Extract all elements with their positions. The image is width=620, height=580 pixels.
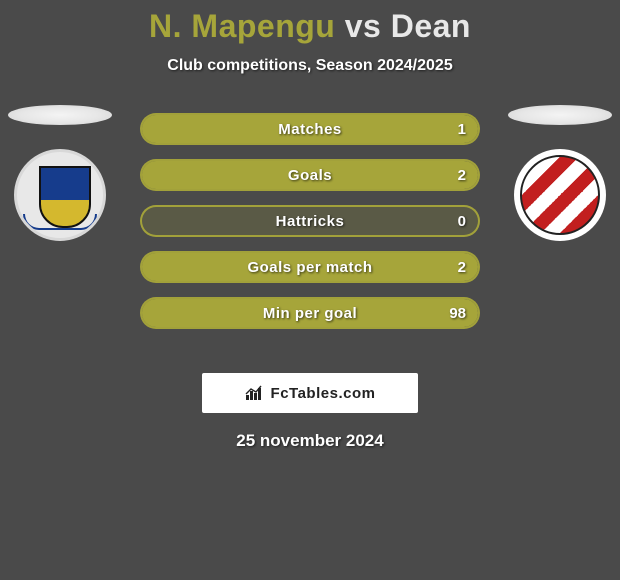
brand-text: FcTables.com [271, 385, 376, 402]
player2-avatar-placeholder [508, 105, 612, 125]
player1-column [0, 105, 120, 241]
player1-name: N. Mapengu [149, 8, 335, 44]
stat-label: Matches [142, 115, 478, 143]
player2-column [500, 105, 620, 241]
stats-stage: Matches 1 Goals 2 Hattricks 0 [0, 113, 620, 353]
stat-label: Goals per match [142, 253, 478, 281]
stat-bar-hattricks: Hattricks 0 [140, 205, 480, 237]
stat-bar-matches: Matches 1 [140, 113, 480, 145]
brand-badge[interactable]: FcTables.com [202, 373, 418, 413]
player1-avatar-placeholder [8, 105, 112, 125]
stat-value-right: 0 [458, 207, 466, 235]
stat-value-right: 2 [458, 253, 466, 281]
comparison-card: N. Mapengu vs Dean Club competitions, Se… [0, 0, 620, 451]
page-title: N. Mapengu vs Dean [0, 8, 620, 45]
player2-club-crest [514, 149, 606, 241]
stat-bar-min-per-goal: Min per goal 98 [140, 297, 480, 329]
bar-chart-icon [245, 385, 265, 401]
stat-value-right: 2 [458, 161, 466, 189]
stat-bars: Matches 1 Goals 2 Hattricks 0 [140, 113, 480, 329]
stat-value-right: 98 [449, 299, 466, 327]
player1-club-crest [14, 149, 106, 241]
stat-value-right: 1 [458, 115, 466, 143]
stat-label: Min per goal [142, 299, 478, 327]
stat-bar-goals-per-match: Goals per match 2 [140, 251, 480, 283]
stat-label: Goals [142, 161, 478, 189]
date-text: 25 november 2024 [0, 431, 620, 451]
vs-separator: vs [345, 8, 382, 44]
stat-label: Hattricks [142, 207, 478, 235]
subtitle: Club competitions, Season 2024/2025 [0, 57, 620, 75]
stat-bar-goals: Goals 2 [140, 159, 480, 191]
player2-name: Dean [391, 8, 471, 44]
